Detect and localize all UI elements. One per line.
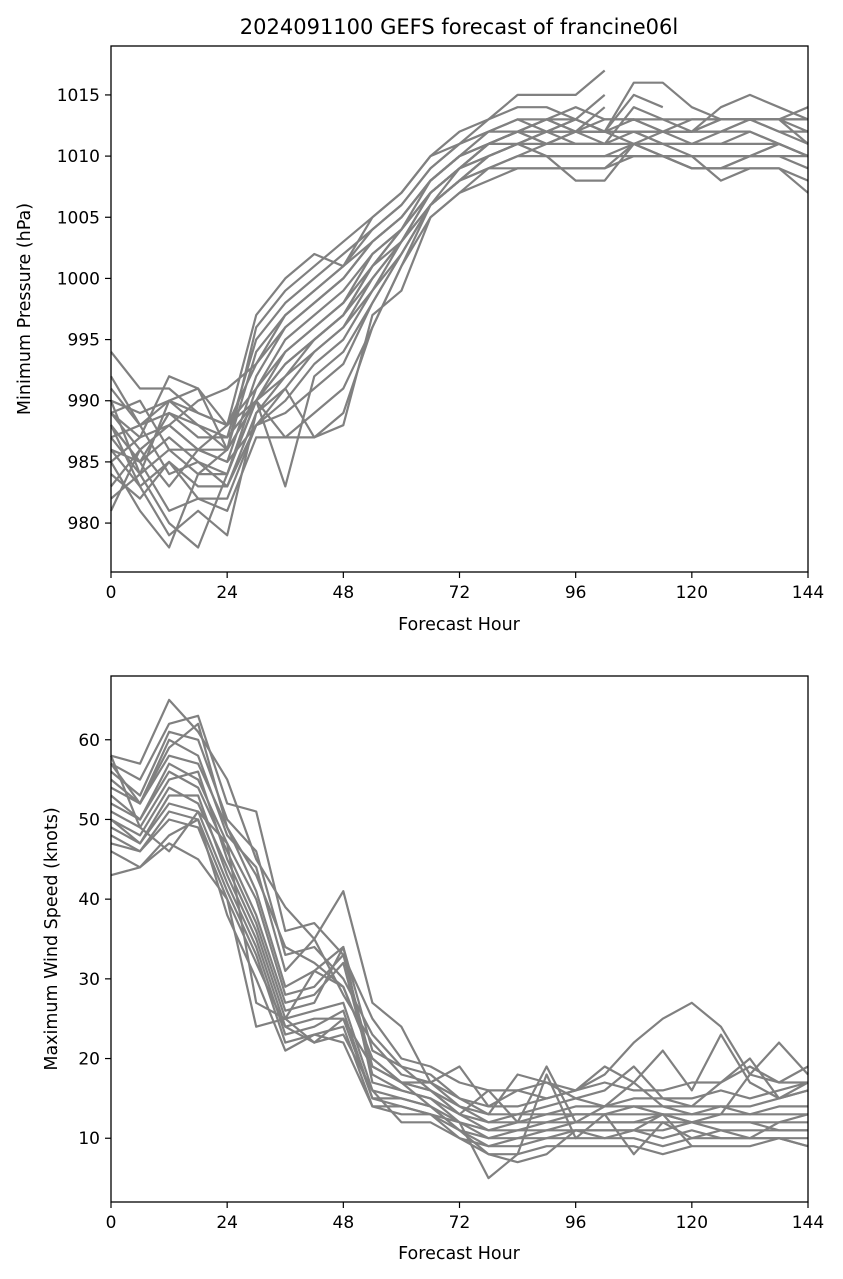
pressure-member-line-21: [110, 118, 808, 451]
wind-x-tick-label: 0: [106, 1213, 117, 1233]
wind-y-tick-label: 40: [78, 890, 100, 910]
pressure-x-tick-label: 96: [565, 583, 587, 603]
pressure-axes-frame: [110, 45, 809, 573]
wind-x-tick-label: 120: [676, 1213, 708, 1233]
pressure-y-tick-label: 1015: [57, 86, 100, 106]
wind-panel: 0 24 48 72 96 120 144 10 20 30 40 50 60 Forecast Hou…: [42, 675, 824, 1264]
wind-y-axis-label: Maximum Wind Speed (knots): [42, 807, 62, 1070]
wind-member-line-2: [110, 714, 809, 1100]
pressure-y-tick-label: 995: [68, 331, 100, 351]
chart-title: 2024091100 GEFS forecast of francine06l: [240, 15, 678, 39]
pressure-x-axis-label: Forecast Hour: [398, 615, 521, 635]
pressure-x-tick-label: 120: [676, 583, 708, 603]
wind-series-group: [109, 698, 809, 1180]
wind-member-line-1: [110, 698, 809, 1108]
pressure-series-group: [109, 69, 809, 549]
wind-x-tick-label: 48: [333, 1213, 355, 1233]
wind-member-line-14: [110, 818, 809, 1180]
pressure-y-tick-label: 1010: [57, 147, 100, 167]
pressure-x-tick-label: 144: [792, 583, 824, 603]
wind-y-tick-label: 10: [78, 1129, 100, 1149]
wind-member-line-16: [109, 755, 808, 1124]
pressure-y-axis-label: Minimum Pressure (hPa): [15, 203, 35, 415]
pressure-y-tick-label: 990: [68, 392, 100, 412]
pressure-x-tick-label: 24: [216, 583, 238, 603]
pressure-panel: 2024091100 GEFS forecast of francine06l …: [15, 15, 824, 635]
pressure-x-tick-label: 0: [106, 583, 117, 603]
pressure-y-tick-label: 985: [68, 453, 100, 473]
wind-y-tick-label: 30: [78, 970, 100, 990]
pressure-y-tick-label: 1005: [57, 208, 100, 228]
pressure-x-tick-label: 48: [333, 583, 355, 603]
wind-x-tick-label: 72: [449, 1213, 471, 1233]
pressure-x-tick-label: 72: [449, 583, 471, 603]
pressure-y-tick-label: 980: [68, 514, 100, 534]
wind-x-axis-label: Forecast Hour: [398, 1244, 521, 1264]
wind-x-tick-label: 144: [792, 1213, 824, 1233]
pressure-member-line-3: [110, 106, 606, 439]
wind-ticks-group: 0 24 48 72 96 120 144 10 20 30 40 50 60: [78, 731, 824, 1233]
wind-x-tick-label: 96: [565, 1213, 587, 1233]
pressure-y-tick-label: 1000: [57, 269, 100, 289]
pressure-ticks-group: 0 24 48 72 96 120 144 980 985 990 995 1000 1005 1010 1…: [57, 86, 824, 603]
pressure-member-line-20: [110, 118, 808, 488]
wind-member-line-17: [110, 722, 809, 1116]
wind-axes-frame: [110, 675, 809, 1203]
wind-x-tick-label: 24: [216, 1213, 238, 1233]
wind-y-tick-label: 20: [78, 1050, 100, 1070]
wind-y-tick-label: 60: [78, 731, 100, 751]
pressure-member-line-2: [110, 94, 606, 451]
wind-y-tick-label: 50: [78, 810, 100, 830]
